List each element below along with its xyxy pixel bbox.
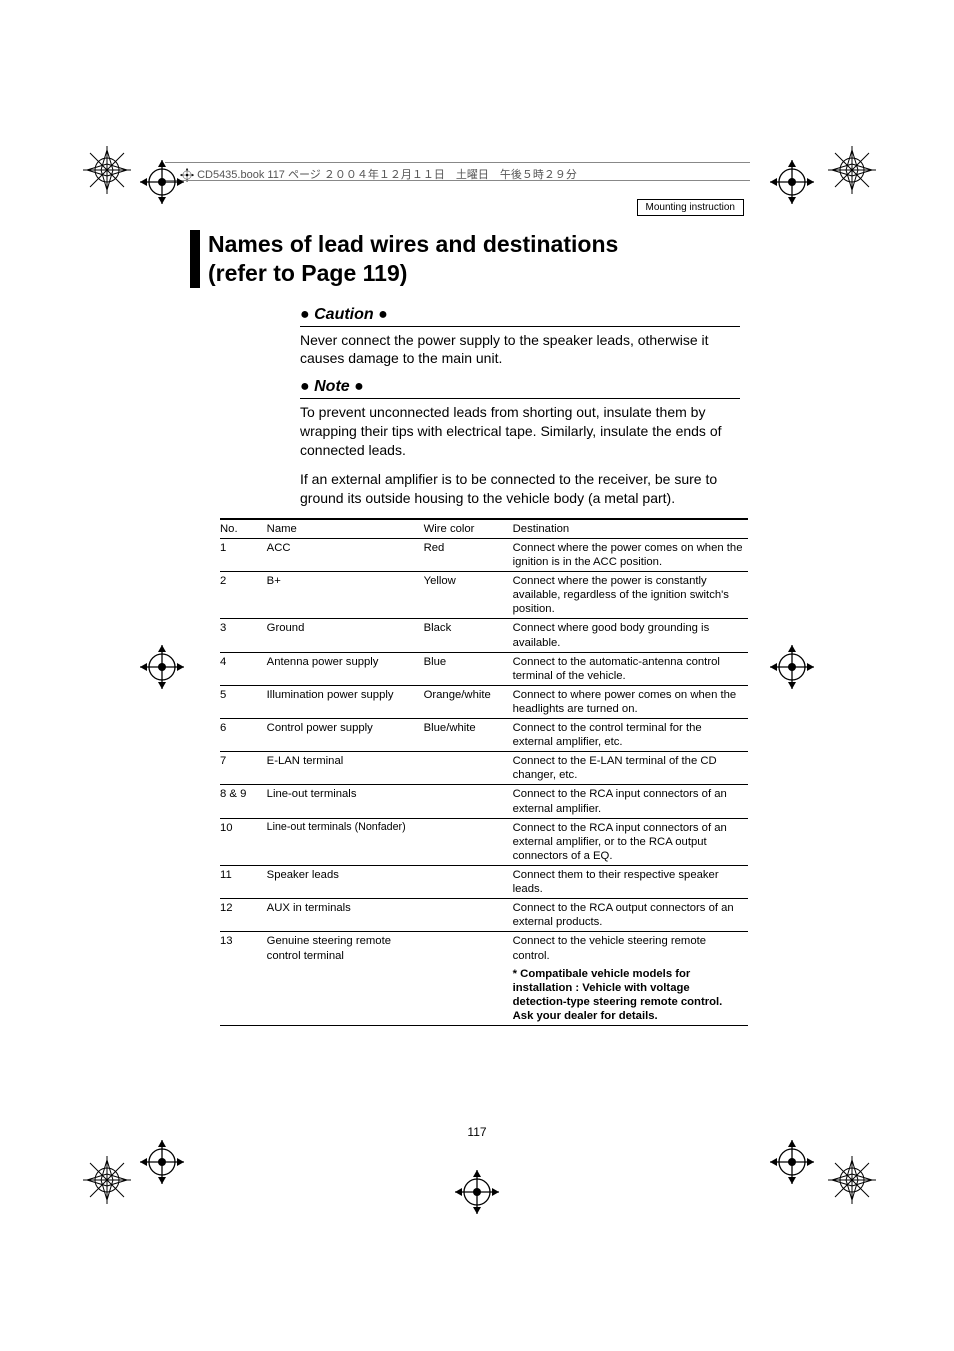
registration-mark-icon [828, 1156, 876, 1204]
table-row: 13Genuine steering remote control termin… [220, 932, 748, 965]
cell-name: Antenna power supply [267, 652, 424, 685]
th-no: No. [220, 519, 267, 539]
cell-wire [424, 899, 513, 932]
cell-dest: Connect to the control terminal for the … [513, 719, 748, 752]
cell-dest: Connect where the power comes on when th… [513, 538, 748, 571]
registration-mark-icon [83, 146, 131, 194]
crop-mark-icon [455, 1170, 499, 1214]
cell-wire: Red [424, 538, 513, 571]
cell-no: 3 [220, 619, 267, 652]
note-text-1: To prevent unconnected leads from shorti… [300, 403, 740, 460]
crop-mark-icon [770, 645, 814, 689]
cell-no: 12 [220, 899, 267, 932]
cell-wire [424, 752, 513, 785]
cell-wire: Yellow [424, 572, 513, 619]
cell-no: 7 [220, 752, 267, 785]
caution-text: Never connect the power supply to the sp… [300, 331, 740, 369]
cell-wire [424, 785, 513, 818]
cell-no: 5 [220, 685, 267, 718]
caution-heading: ● Caution ● [300, 306, 740, 327]
category-label: Mounting instruction [646, 202, 736, 213]
callouts: ● Caution ● Never connect the power supp… [300, 306, 740, 508]
cell-no: 1 [220, 538, 267, 571]
cell-wire: Blue/white [424, 719, 513, 752]
table-row: 11Speaker leads Connect them to their res… [220, 866, 748, 899]
table-footnote: * Compatibale vehicle models for install… [513, 965, 748, 1026]
th-wire: Wire color [424, 519, 513, 539]
cell-wire [424, 932, 513, 965]
cell-name: B+ [267, 572, 424, 619]
table-row: 3GroundBlackConnect where good body grou… [220, 619, 748, 652]
cell-wire [424, 818, 513, 865]
cell-wire: Black [424, 619, 513, 652]
note-text-2: If an external amplifier is to be connec… [300, 470, 740, 508]
th-name: Name [267, 519, 424, 539]
table-row: 10Line-out terminals (Nonfader) Connect t… [220, 818, 748, 865]
cell-name: Speaker leads [267, 866, 424, 899]
cell-wire [424, 866, 513, 899]
cell-name: Ground [267, 619, 424, 652]
table-row: 4Antenna power supplyBlueConnect to the … [220, 652, 748, 685]
cell-no: 6 [220, 719, 267, 752]
cell-wire: Blue [424, 652, 513, 685]
crop-mark-icon [140, 645, 184, 689]
cell-name: AUX in terminals [267, 899, 424, 932]
cell-name: Illumination power supply [267, 685, 424, 718]
cell-name: E-LAN terminal [267, 752, 424, 785]
cell-name: Line-out terminals [267, 785, 424, 818]
crop-mark-icon [770, 160, 814, 204]
cell-name: Control power supply [267, 719, 424, 752]
page-content: Names of lead wires and destinations (re… [190, 230, 750, 1026]
table-row: 5Illumination power supplyOrange/whiteCo… [220, 685, 748, 718]
title-bar [190, 230, 200, 288]
cell-name: ACC [267, 538, 424, 571]
category-box: Mounting instruction [637, 199, 745, 216]
cell-wire: Orange/white [424, 685, 513, 718]
th-dest: Destination [513, 519, 748, 539]
cell-dest: Connect to the RCA output connectors of … [513, 899, 748, 932]
table-row: 7E-LAN terminal Connect to the E-LAN term… [220, 752, 748, 785]
cell-no: 13 [220, 932, 267, 965]
cell-no: 4 [220, 652, 267, 685]
cell-no: 10 [220, 818, 267, 865]
cell-name: Genuine steering remote control terminal [267, 932, 424, 965]
cell-no: 2 [220, 572, 267, 619]
registration-mark-icon [828, 146, 876, 194]
page-number: 117 [0, 1125, 954, 1139]
cell-dest: Connect to the RCA input connectors of a… [513, 785, 748, 818]
table-row: 12AUX in terminals Connect to the RCA out… [220, 899, 748, 932]
cell-no: 8 & 9 [220, 785, 267, 818]
table-row: 2B+YellowConnect where the power is cons… [220, 572, 748, 619]
title-line-2: (refer to Page 119) [208, 260, 407, 286]
cell-dest: Connect to where power comes on when the… [513, 685, 748, 718]
header-rule-top [165, 162, 750, 163]
title-line-1: Names of lead wires and destinations [208, 231, 618, 257]
table-footnote-row: * Compatibale vehicle models for install… [220, 965, 748, 1026]
section-title: Names of lead wires and destinations (re… [190, 230, 750, 288]
crop-mark-icon [140, 160, 184, 204]
wires-table: No. Name Wire color Destination 1ACCRedC… [220, 518, 748, 1026]
table-row: 8 & 9Line-out terminals Connect to the RC… [220, 785, 748, 818]
cell-dest: Connect to the automatic-antenna control… [513, 652, 748, 685]
cell-dest: Connect where the power is constantly av… [513, 572, 748, 619]
cell-no: 11 [220, 866, 267, 899]
table-row: 6Control power supplyBlue/whiteConnect t… [220, 719, 748, 752]
registration-mark-icon [83, 1156, 131, 1204]
title-text: Names of lead wires and destinations (re… [208, 230, 618, 288]
table-header-row: No. Name Wire color Destination [220, 519, 748, 539]
table-row: 1ACCRedConnect where the power comes on … [220, 538, 748, 571]
cell-dest: Connect to the E-LAN terminal of the CD … [513, 752, 748, 785]
crop-mark-icon [140, 1140, 184, 1184]
note-heading: ● Note ● [300, 378, 740, 399]
cell-dest: Connect where good body grounding is ava… [513, 619, 748, 652]
cell-dest: Connect to the vehicle steering remote c… [513, 932, 748, 965]
cell-dest: Connect them to their respective speaker… [513, 866, 748, 899]
header-rule-bottom [165, 180, 750, 181]
cell-dest: Connect to the RCA input connectors of a… [513, 818, 748, 865]
crop-mark-icon [770, 1140, 814, 1184]
cell-name: Line-out terminals (Nonfader) [267, 818, 424, 865]
